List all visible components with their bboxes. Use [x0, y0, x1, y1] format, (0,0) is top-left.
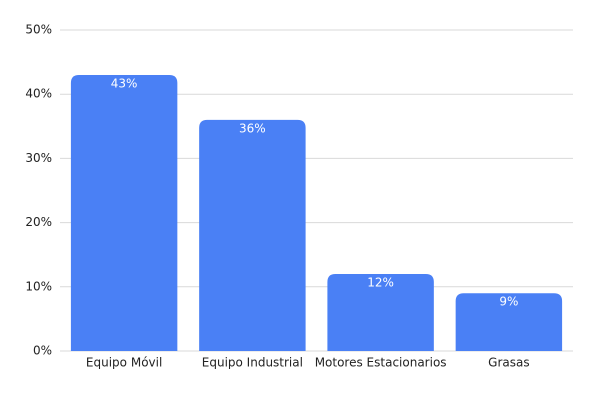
bar: [327, 273, 434, 351]
x-tick-label: Grasas: [488, 356, 529, 370]
y-tick-label: 10%: [25, 279, 52, 293]
value-label: 36%: [239, 121, 266, 135]
value-label: 9%: [499, 295, 518, 309]
bar: [455, 293, 563, 351]
y-tick-label: 20%: [25, 215, 52, 229]
x-tick-label: Equipo Móvil: [86, 356, 162, 370]
bar: [70, 74, 178, 351]
value-label: 12%: [367, 275, 394, 289]
y-tick-label: 50%: [25, 23, 52, 37]
y-tick-label: 30%: [25, 151, 52, 165]
value-label: 43%: [111, 76, 138, 90]
x-tick-label: Equipo Industrial: [202, 356, 303, 370]
bar: [199, 119, 306, 351]
x-tick-label: Motores Estacionarios: [315, 356, 447, 370]
y-tick-label: 40%: [25, 87, 52, 101]
y-tick-label: 0%: [33, 344, 52, 358]
